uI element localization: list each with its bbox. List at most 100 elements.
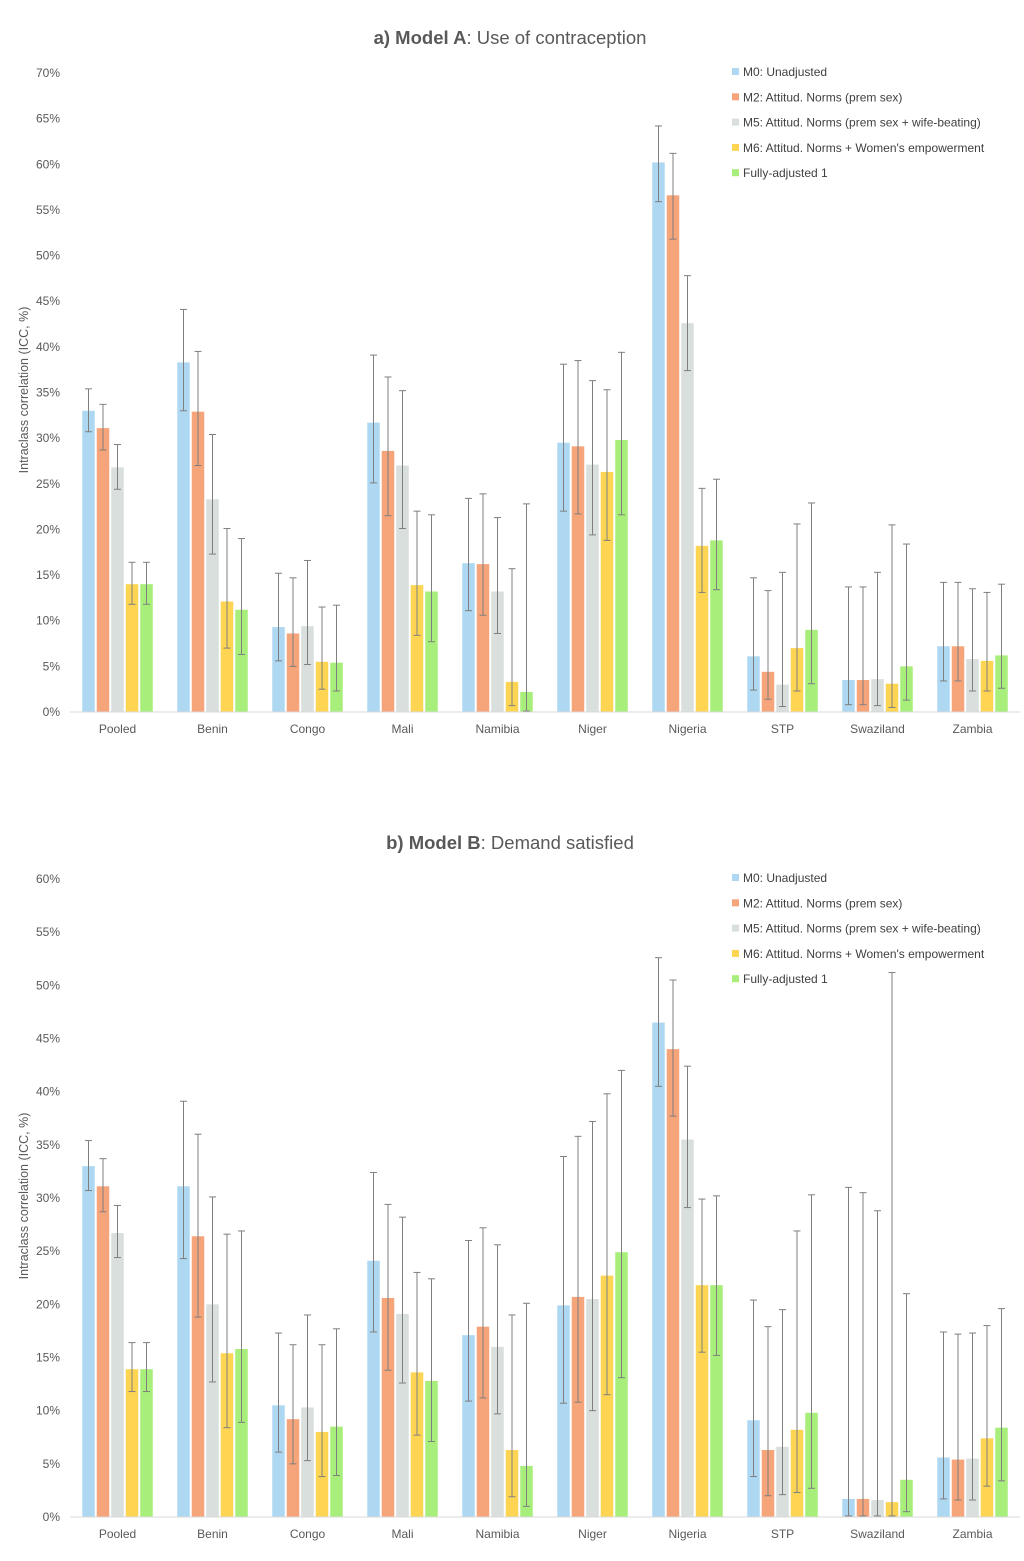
error-bar bbox=[384, 376, 392, 517]
error-bar bbox=[793, 1230, 801, 1494]
bar-pooled-m2-attitud-norms-prem-sex bbox=[96, 1186, 110, 1517]
error-bar bbox=[983, 1325, 991, 1487]
legend-swatch bbox=[732, 93, 739, 101]
y-tick-label: 70% bbox=[36, 66, 60, 80]
error-bar bbox=[793, 523, 801, 692]
error-bar bbox=[223, 528, 231, 649]
error-bar bbox=[413, 510, 421, 636]
bar-niger-m2-attitud-norms-prem-sex bbox=[571, 446, 585, 712]
error-bar bbox=[370, 1171, 377, 1333]
error-bar bbox=[998, 583, 1005, 689]
error-bar bbox=[574, 1135, 582, 1403]
bar-nigeria-m2-attitud-norms-prem-sex bbox=[666, 195, 680, 712]
bar-niger-m0-unadjusted bbox=[557, 1305, 570, 1517]
error-bar bbox=[903, 1293, 910, 1513]
chart-title: b) Model B: Demand satisfied bbox=[386, 832, 634, 853]
bar-benin-m6-attitud-norms-women-s-empowerment bbox=[220, 601, 234, 712]
y-tick-label: 30% bbox=[36, 431, 60, 445]
x-category-label: Pooled bbox=[99, 1527, 136, 1541]
bar-pooled-fully-adjusted-1 bbox=[140, 584, 153, 712]
x-axis-categories: Pooled Benin Congo Mali Namibia Niger Nigeria S… bbox=[99, 722, 993, 736]
bar-nigeria-m6-attitud-norms-women-s-empowerment bbox=[695, 545, 709, 712]
error-bar bbox=[209, 433, 216, 555]
error-bar bbox=[713, 1195, 720, 1356]
error-bar bbox=[508, 1314, 516, 1498]
bar-mali-m6-attitud-norms-women-s-empowerment bbox=[410, 1372, 424, 1517]
bar-congo-m2-attitud-norms-prem-sex bbox=[286, 1419, 300, 1517]
bar-pooled-m0-unadjusted bbox=[82, 410, 95, 712]
x-category-label: Zambia bbox=[952, 722, 992, 736]
y-tick-label: 45% bbox=[36, 294, 60, 308]
bar-namibia-m2-attitud-norms-prem-sex bbox=[476, 564, 490, 712]
error-bar bbox=[479, 493, 487, 616]
error-bar bbox=[85, 388, 92, 433]
error-bar bbox=[589, 1120, 596, 1412]
error-bar bbox=[574, 360, 582, 515]
legend-label: M6: Attitud. Norms + Women's empowerment bbox=[743, 141, 985, 155]
x-category-label: Niger bbox=[578, 722, 607, 736]
error-bar bbox=[874, 571, 881, 707]
x-category-label: Nigeria bbox=[668, 1527, 706, 1541]
y-tick-label: 10% bbox=[36, 1404, 60, 1418]
error-bar bbox=[479, 1227, 487, 1399]
error-bar bbox=[750, 577, 757, 691]
error-bar bbox=[275, 572, 282, 662]
error-bar bbox=[128, 561, 136, 605]
legend-label: Fully-adjusted 1 bbox=[743, 166, 828, 180]
error-bar bbox=[698, 487, 706, 593]
error-bar bbox=[384, 1203, 392, 1371]
error-bar bbox=[669, 152, 677, 240]
error-bar bbox=[304, 1314, 311, 1462]
error-bar bbox=[85, 1140, 92, 1192]
legend-swatch bbox=[732, 68, 739, 75]
x-category-label: Namibia bbox=[475, 1527, 519, 1541]
bar-niger-fully-adjusted-1 bbox=[615, 1252, 628, 1517]
error-bar bbox=[779, 1309, 786, 1496]
y-tick-label: 5% bbox=[43, 1457, 61, 1471]
error-bar bbox=[114, 444, 121, 490]
bar-namibia-m5-attitud-norms-prem-sex-wife-beating bbox=[491, 591, 504, 712]
error-bar bbox=[954, 1333, 962, 1501]
x-category-label: Congo bbox=[290, 722, 326, 736]
bar-benin-fully-adjusted-1 bbox=[235, 609, 248, 712]
y-tick-label: 25% bbox=[36, 1244, 60, 1258]
y-tick-label: 45% bbox=[36, 1032, 60, 1046]
legend-label: M6: Attitud. Norms + Women's empowerment bbox=[743, 947, 985, 961]
bar-pooled-m0-unadjusted bbox=[82, 1166, 95, 1517]
y-tick-label: 15% bbox=[36, 1351, 60, 1365]
bar-niger-m2-attitud-norms-prem-sex bbox=[571, 1296, 585, 1517]
error-bar bbox=[998, 1308, 1005, 1482]
y-tick-label: 20% bbox=[36, 1297, 60, 1311]
y-tick-label: 0% bbox=[43, 705, 61, 719]
x-category-label: Mali bbox=[391, 1527, 413, 1541]
error-bar bbox=[888, 972, 896, 1517]
error-bar bbox=[223, 1233, 231, 1429]
error-bar bbox=[238, 1230, 245, 1423]
bar-nigeria-fully-adjusted-1 bbox=[710, 540, 723, 712]
x-category-label: Nigeria bbox=[668, 722, 706, 736]
bar-mali-m0-unadjusted bbox=[367, 422, 380, 712]
error-bar bbox=[114, 1204, 121, 1259]
y-tick-label: 50% bbox=[36, 978, 60, 992]
error-bar bbox=[180, 1100, 187, 1260]
error-bar bbox=[494, 1244, 501, 1415]
bar-benin-m0-unadjusted bbox=[177, 1186, 190, 1517]
error-bar bbox=[655, 125, 662, 203]
x-category-label: Niger bbox=[578, 1527, 607, 1541]
error-bar bbox=[428, 1278, 435, 1442]
error-bar bbox=[845, 1186, 852, 1517]
y-tick-label: 35% bbox=[36, 386, 60, 400]
panel-model-a: a) Model A: Use of contraception Intracl… bbox=[17, 27, 1020, 736]
bar-congo-m2-attitud-norms-prem-sex bbox=[286, 633, 300, 712]
bar-niger-m5-attitud-norms-prem-sex-wife-beating bbox=[586, 464, 599, 712]
y-axis-label: Intraclass correlation (ICC, %) bbox=[17, 1113, 31, 1280]
error-bars bbox=[85, 957, 1005, 1517]
error-bar bbox=[655, 957, 662, 1087]
y-tick-label: 15% bbox=[36, 568, 60, 582]
x-category-label: Namibia bbox=[475, 722, 519, 736]
error-bar bbox=[508, 568, 516, 707]
error-bar bbox=[603, 389, 611, 541]
bar-nigeria-m5-attitud-norms-prem-sex-wife-beating bbox=[681, 1139, 694, 1517]
error-bar bbox=[874, 1210, 881, 1517]
